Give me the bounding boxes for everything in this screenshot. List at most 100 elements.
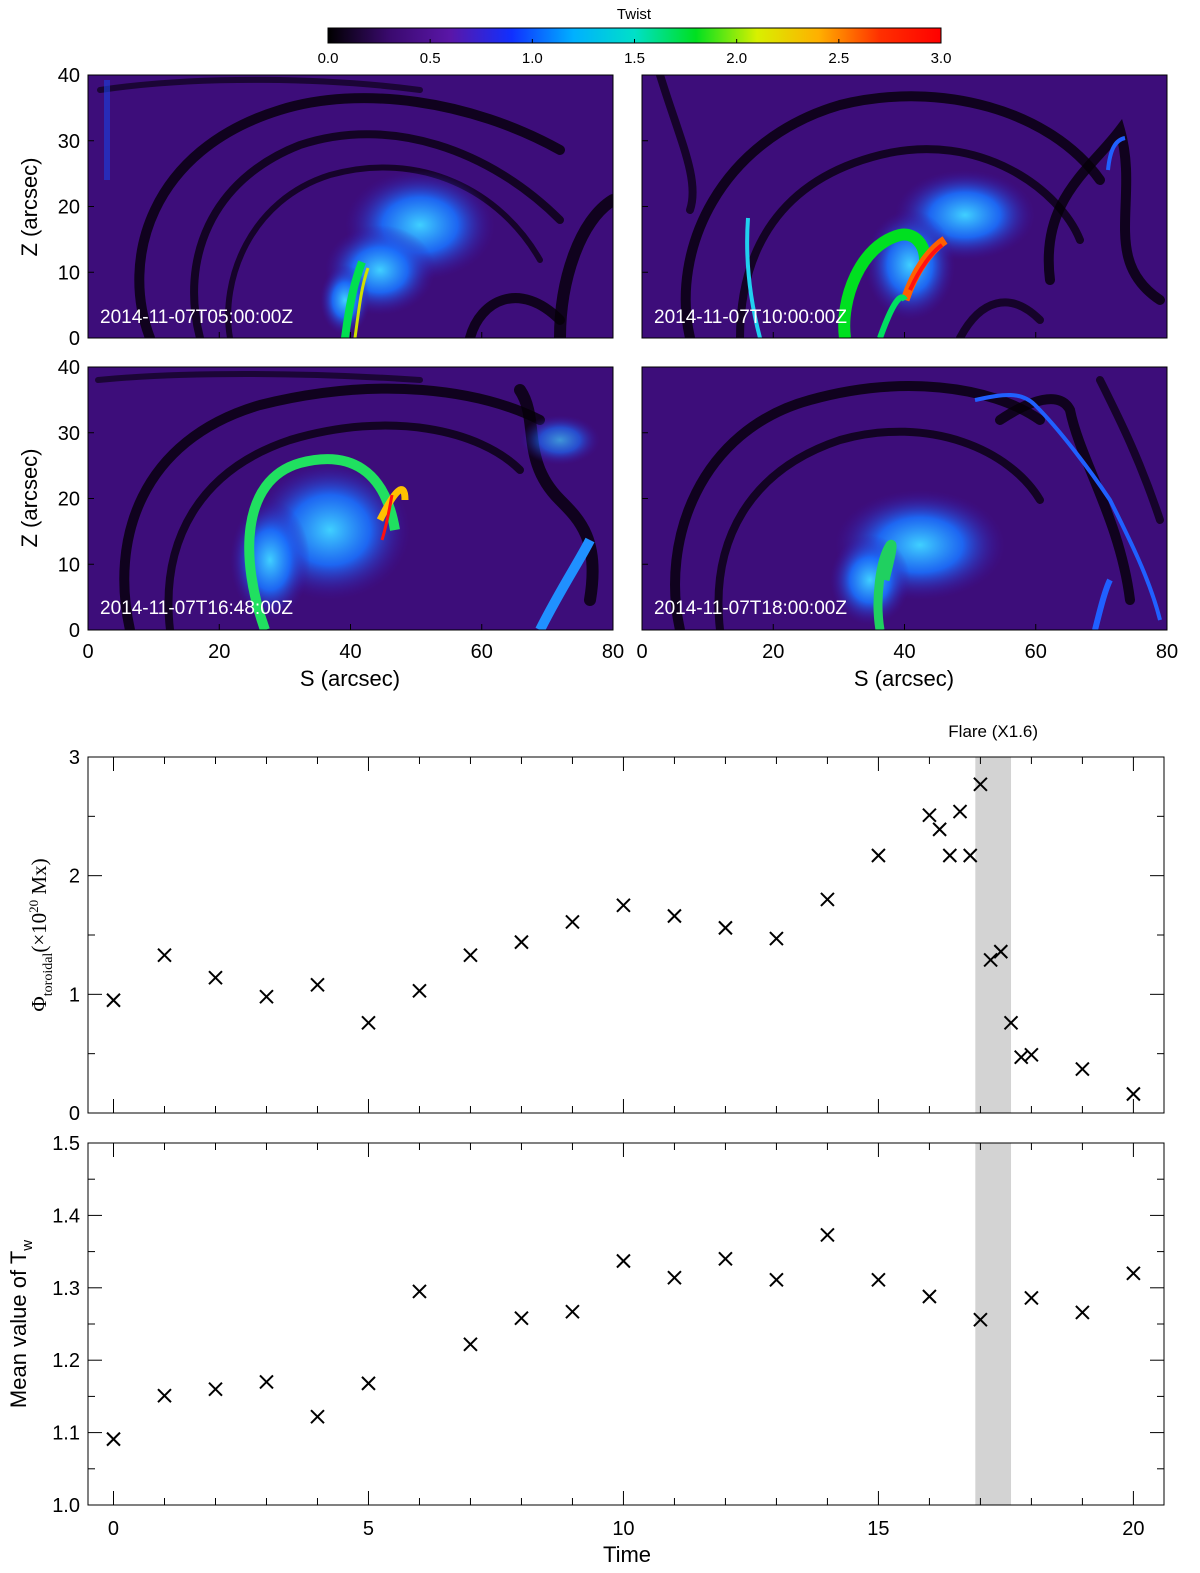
data-point [361,1376,376,1391]
twist-ylabel: Mean value of Tw [6,1240,36,1408]
panel-xlabel-right: S (arcsec) [854,666,954,691]
panel-ytick-label: 0 [69,620,80,642]
data-point [983,952,998,968]
data-point [963,848,978,863]
panel-xtick-label: 60 [1025,641,1047,663]
ytick-label: 1.3 [52,1278,80,1300]
data-point [463,947,478,963]
panel-ytick-label: 0 [69,328,80,350]
flux-ylabel-sub: toroidal [41,953,56,997]
ytick-label: 1.2 [52,1350,80,1372]
data-point [1126,1086,1141,1102]
data-point [718,920,733,936]
xtick-label: 20 [1122,1518,1144,1540]
panel-xtick-label: 20 [208,641,230,663]
colorbar-title: Twist [617,6,652,23]
panel-xtick-label: 0 [636,641,647,663]
flux-markers [106,777,1141,1102]
xtick-label: 0 [108,1518,119,1540]
data-point [667,908,682,924]
data-point [1024,1290,1039,1306]
flare-band-2 [975,1143,1012,1505]
data-point [871,1272,886,1288]
twist-xlabel: Time [603,1542,651,1567]
colorbar-tick-label: 0.0 [318,50,339,67]
panel-xlabel-left: S (arcsec) [300,666,400,691]
data-point [514,1311,529,1326]
twist-axes: 1.0 1.1 1.2 1.3 1.4 1.5 0 5 10 15 20 [52,1133,1164,1540]
colorbar-tick-label: 2.0 [726,50,747,67]
xtick-label: 15 [867,1518,889,1540]
colorbar-tick-label: 2.5 [828,50,849,67]
data-point [922,807,937,823]
panel-3-timestamp: 2014-11-07T16:48:00Z [100,598,293,619]
data-point [565,914,580,930]
panel-ytick-label: 30 [58,131,80,153]
panel-1-timestamp: 2014-11-07T05:00:00Z [100,307,293,328]
twist-map-panel-1 [88,75,613,338]
panel-ytick-label: 10 [58,262,80,284]
mean-twist-chart: 1.0 1.1 1.2 1.3 1.4 1.5 0 5 10 15 20 Mean value of… [6,1133,1165,1567]
data-point [1126,1266,1141,1281]
data-point [1075,1061,1090,1077]
flux-ylabel-unit: Mx) [27,858,51,899]
data-point [106,1431,121,1447]
panel-xtick-label: 0 [82,641,93,663]
data-point [932,822,947,837]
flare-label: Flare (X1.6) [948,722,1038,741]
data-point [259,1374,274,1390]
colorbar-ticks: 0.0 0.5 1.0 1.5 2.0 2.5 3.0 [318,39,951,67]
data-point [616,898,631,913]
data-point [310,977,325,993]
data-point [157,1388,172,1403]
panel-xtick-label: 60 [471,641,493,663]
data-point [361,1015,376,1031]
data-point [952,804,968,819]
panel-ylabel-top: Z (arcsec) [17,158,42,257]
ytick-label: 1.1 [52,1423,80,1445]
panel-ytick-label: 30 [58,423,80,445]
data-point [820,1227,835,1243]
panel-4-timestamp: 2014-11-07T18:00:00Z [654,598,847,619]
panel-xtick-label: 80 [1156,641,1178,663]
flux-frame [87,756,1165,1114]
twist-map-panel-2 [642,75,1167,338]
data-point [616,1253,631,1269]
ytick-label: 1.4 [52,1205,80,1227]
data-point [310,1409,325,1424]
data-point [973,777,988,792]
colorbar-tick-label: 1.0 [522,50,543,67]
flux-ylabel-exp: 20 [26,900,41,913]
data-point [514,934,529,950]
data-point [922,1289,937,1304]
data-point [259,989,274,1004]
panel-xtick-label: 20 [762,641,784,663]
data-point [820,892,835,907]
ytick-label: 1 [69,984,80,1006]
data-point [1003,1015,1019,1031]
panel-xtick-label: 40 [339,641,361,663]
data-point [667,1270,682,1285]
ytick-label: 2 [69,866,80,888]
panel-ytick-label: 20 [58,197,80,219]
data-point [106,993,121,1008]
panel-ytick-label: 40 [58,357,80,379]
data-point [208,970,223,985]
colorbar: Twist 0.0 0.5 1.0 1.5 2.0 2.5 3.0 [318,6,952,67]
data-point [208,1381,223,1397]
data-point [769,1272,784,1288]
flux-ylabel-rest: (×10 [27,913,51,953]
data-point [993,944,1009,959]
data-point [463,1337,478,1352]
twist-ylabel-main: Mean value of T [6,1251,31,1408]
data-point [1075,1305,1090,1320]
colorbar-tick-label: 0.5 [420,50,441,67]
twist-frame [87,1142,1165,1506]
data-point [565,1304,580,1319]
flux-axes: 0 1 2 3 [69,747,1164,1125]
ytick-label: 1.5 [52,1133,80,1155]
data-point [942,848,958,863]
flare-band-1 [975,757,1012,1113]
data-point [718,1251,733,1267]
